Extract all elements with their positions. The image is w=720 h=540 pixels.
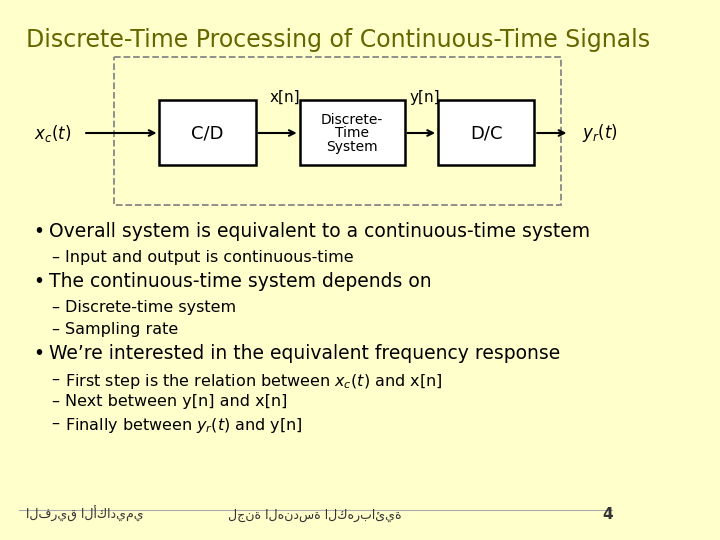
Text: •: •: [33, 272, 45, 291]
Text: –: –: [51, 322, 59, 337]
Text: D/C: D/C: [470, 124, 503, 142]
Text: لجنة الهندسة الكهربائية: لجنة الهندسة الكهربائية: [228, 509, 402, 522]
Text: •: •: [33, 222, 45, 241]
Text: الفريق الأكاديمي: الفريق الأكاديمي: [26, 506, 144, 522]
Text: Discrete-time system: Discrete-time system: [65, 300, 236, 315]
Text: Discrete-: Discrete-: [321, 113, 383, 127]
Text: We’re interested in the equivalent frequency response: We’re interested in the equivalent frequ…: [49, 344, 560, 363]
Bar: [159, 100, 256, 165]
Text: y[n]: y[n]: [410, 90, 441, 105]
Text: x[n]: x[n]: [270, 90, 300, 105]
Text: C/D: C/D: [192, 124, 224, 142]
Text: –: –: [51, 416, 59, 431]
Text: $x_c(t)$: $x_c(t)$: [34, 123, 71, 144]
Text: Time: Time: [335, 126, 369, 140]
Text: $y_r(t)$: $y_r(t)$: [582, 122, 618, 144]
Text: –: –: [51, 250, 59, 265]
Text: 4: 4: [603, 507, 613, 522]
Bar: [438, 100, 534, 165]
Text: •: •: [33, 344, 45, 363]
Text: First step is the relation between $x_c(t)$ and x[n]: First step is the relation between $x_c(…: [65, 372, 442, 391]
Text: –: –: [51, 394, 59, 409]
Text: Overall system is equivalent to a continuous-time system: Overall system is equivalent to a contin…: [49, 222, 590, 241]
Text: Sampling rate: Sampling rate: [65, 322, 178, 337]
Text: –: –: [51, 372, 59, 387]
Text: The continuous-time system depends on: The continuous-time system depends on: [49, 272, 432, 291]
Text: Next between y[n] and x[n]: Next between y[n] and x[n]: [65, 394, 287, 409]
Text: Discrete-Time Processing of Continuous-Time Signals: Discrete-Time Processing of Continuous-T…: [26, 28, 650, 52]
Bar: [114, 57, 561, 205]
Text: System: System: [326, 140, 378, 154]
Text: –: –: [51, 300, 59, 315]
Bar: [300, 100, 405, 165]
Text: Input and output is continuous-time: Input and output is continuous-time: [65, 250, 354, 265]
Text: Finally between $y_r(t)$ and y[n]: Finally between $y_r(t)$ and y[n]: [65, 416, 302, 435]
